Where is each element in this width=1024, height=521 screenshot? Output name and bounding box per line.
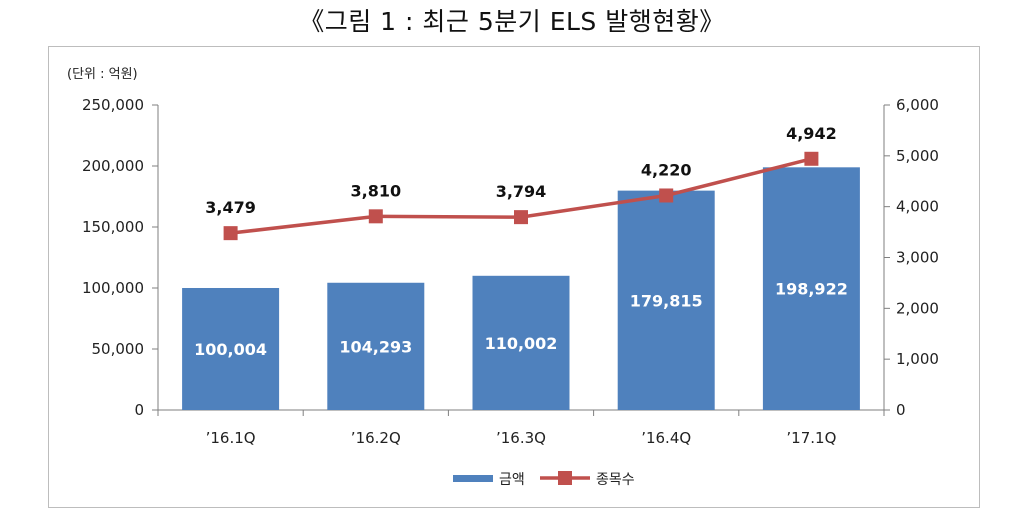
line-point <box>223 226 238 241</box>
y-left-tick-label: 150,000 <box>82 218 144 236</box>
x-tick-label: ’16.1Q <box>206 429 256 447</box>
y-right-tick-label: 2,000 <box>896 299 939 317</box>
line-data-label: 3,810 <box>350 181 401 200</box>
x-tick-label: ’17.1Q <box>786 429 836 447</box>
y-left-tick-label: 100,000 <box>82 279 144 297</box>
y-left-tick-label: 250,000 <box>82 96 144 114</box>
y-left-tick-label: 200,000 <box>82 157 144 175</box>
bar-data-label: 179,815 <box>630 291 703 310</box>
line-point <box>514 210 528 225</box>
line-data-label: 4,942 <box>786 124 837 143</box>
legend-bar-swatch <box>453 475 493 482</box>
bar-data-label: 104,293 <box>339 337 412 356</box>
legend-line-label: 종목수 <box>596 472 635 488</box>
legend-line-marker <box>558 471 572 485</box>
legend-bar-label: 금액 <box>499 472 525 488</box>
x-tick-label: ’16.3Q <box>496 429 546 447</box>
unit-label: (단위 : 억원) <box>67 67 138 82</box>
y-right-tick-label: 1,000 <box>896 350 939 368</box>
y-right-tick-label: 4,000 <box>896 198 939 216</box>
line-point <box>659 188 674 203</box>
bar <box>327 282 425 410</box>
line-series: 3,479 3,810 3,794 4,220 4,942 <box>205 124 837 241</box>
page-title: 《그림 1 : 최근 5분기 ELS 발행현황》 <box>299 7 725 36</box>
bar <box>762 167 860 410</box>
bar-data-label: 110,002 <box>485 334 558 353</box>
line-data-label: 3,794 <box>496 182 547 201</box>
line-data-label: 4,220 <box>641 160 692 179</box>
y-right-tick-label: 3,000 <box>896 249 939 267</box>
bar-data-label: 198,922 <box>775 280 848 299</box>
bar <box>182 287 280 410</box>
bar <box>617 190 715 410</box>
y-right-tick-label: 5,000 <box>896 147 939 165</box>
x-tick-label: ’16.4Q <box>641 429 691 447</box>
bar <box>472 275 570 410</box>
y-left-tick-label: 0 <box>134 401 144 419</box>
legend: 금액 종목수 <box>453 471 635 488</box>
line-point <box>804 151 819 166</box>
y-left-tick-label: 50,000 <box>92 340 145 358</box>
y-right-tick-label: 6,000 <box>896 96 939 114</box>
y-right-tick-label: 0 <box>896 401 906 419</box>
line-data-label: 3,479 <box>205 198 256 217</box>
x-tick-label: ’16.2Q <box>351 429 401 447</box>
bars: 100,004 104,293 110,002 179,815 198,922 <box>182 167 860 410</box>
line-point <box>368 209 383 224</box>
bar-data-label: 100,004 <box>194 340 267 359</box>
